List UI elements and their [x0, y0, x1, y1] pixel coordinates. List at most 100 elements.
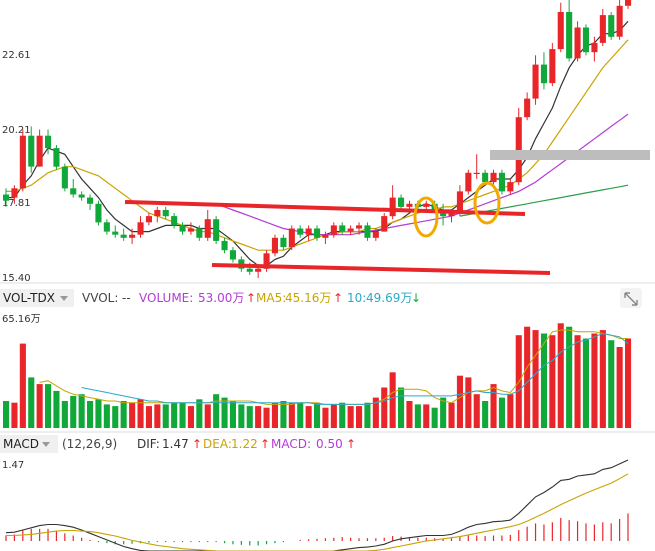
candle-body [557, 12, 564, 50]
support-line [211, 263, 551, 275]
candle-body [515, 117, 522, 183]
volume-bar [440, 397, 447, 428]
volume-bar [431, 407, 438, 428]
price-tick-label: 20.21 [2, 125, 31, 136]
ma10-label: 10: [347, 291, 366, 305]
vvol-value: -- [122, 291, 131, 305]
gray-band [490, 150, 650, 160]
candle-body [608, 15, 615, 37]
volume-bar [137, 399, 144, 428]
candle-body [540, 64, 547, 84]
macd-value: 0.50 [316, 437, 343, 451]
volume-bar [599, 330, 606, 428]
candle-body [145, 216, 152, 223]
volume-bar [171, 402, 178, 428]
macd-header: MACD (12,26,9) DIF: 1.47 ↑ DEA: 1.22 ↑ M… [0, 435, 356, 453]
candle-body [347, 228, 354, 232]
candle-body [61, 166, 68, 189]
vol-indicator-button[interactable] [0, 289, 74, 307]
volume-bar [364, 402, 371, 428]
volume-bar [574, 335, 581, 428]
price-tick-label: 22.61 [2, 50, 31, 61]
candle-body [339, 225, 346, 232]
candle-body [179, 225, 186, 232]
volume-bar [549, 335, 556, 428]
volume-bar [28, 377, 35, 428]
volume-bar [498, 397, 505, 428]
volume-bar [297, 402, 304, 428]
candle-body [372, 231, 379, 238]
volume-bar [557, 323, 564, 428]
macd-label: MACD: [271, 437, 311, 451]
volume-bar [423, 404, 430, 428]
volume-header: VOL-TDX VVOL: -- VOLUME: 53.00万 ↑ MA5: 4… [0, 288, 642, 308]
volume-max-label: 65.16万 [2, 314, 41, 325]
macd-indicator-button[interactable] [0, 435, 58, 453]
volume-bar [582, 338, 589, 428]
candle-body [381, 216, 388, 232]
volume-bar [196, 399, 203, 428]
volume-bar [129, 402, 136, 428]
candle-body [271, 237, 278, 254]
volume-bar [280, 401, 287, 428]
candle-body [229, 250, 236, 260]
ma5-label: MA5: [256, 291, 286, 305]
candle-body [473, 172, 480, 174]
candle-body [305, 228, 312, 235]
volume-bar [213, 394, 220, 428]
highlight-circle [473, 181, 501, 225]
volume-bar [45, 384, 52, 428]
volume-bar [145, 406, 152, 428]
volume-bar [112, 406, 119, 428]
ma10-value: 49.69万 [366, 291, 412, 305]
volume-bar [414, 404, 421, 428]
volume-bar [406, 401, 413, 428]
volume-bar [3, 401, 10, 428]
candle-body [45, 135, 52, 149]
volume-bar [271, 402, 278, 428]
volume-bar [120, 401, 127, 428]
volume-bar [78, 394, 85, 428]
volume-bar [566, 326, 573, 428]
candle-body [625, 0, 632, 6]
up-arrow-icon: ↑ [333, 291, 343, 305]
candle-body [566, 12, 573, 59]
down-arrow-icon: ↓ [411, 291, 421, 305]
annotation-layer [124, 150, 650, 275]
volume-bar [204, 404, 211, 428]
volume-bar [11, 402, 18, 428]
expand-button[interactable] [620, 288, 642, 308]
candle-body [297, 228, 304, 235]
candle-body [322, 234, 329, 238]
candle-body [616, 5, 623, 37]
macd-params: (12,26,9) [62, 437, 117, 451]
volume-bars-layer [3, 323, 632, 428]
candle-body [11, 188, 18, 198]
candle-body [70, 188, 77, 195]
candle-body [549, 49, 556, 84]
volume-bar [154, 404, 161, 428]
volume-bar [322, 407, 329, 428]
volume-bar [305, 406, 312, 428]
candle-body [213, 219, 220, 241]
volume-bar [608, 340, 615, 428]
candle-body [482, 172, 489, 183]
up-arrow-icon: ↑ [260, 437, 270, 451]
candle-body [120, 234, 127, 238]
volume-bar [532, 330, 539, 428]
volume-bar [591, 333, 598, 428]
candle-body [103, 222, 110, 232]
volume-bar [238, 404, 245, 428]
candle-body [221, 240, 228, 251]
candle-body [498, 172, 505, 192]
ma5-value: 45.16万 [285, 291, 331, 305]
candle-body [314, 228, 321, 238]
candle-body [28, 135, 35, 167]
dea-label: DEA: [203, 437, 232, 451]
up-arrow-icon: ↑ [192, 437, 202, 451]
candle-body [95, 203, 102, 223]
candle-body [389, 197, 396, 217]
chevron-down-icon [42, 442, 50, 447]
volume-bar [95, 399, 102, 428]
